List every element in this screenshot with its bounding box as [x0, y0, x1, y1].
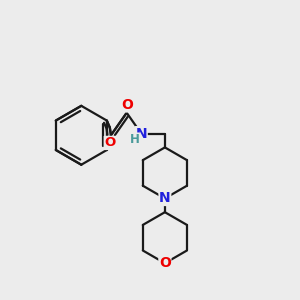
Text: O: O [104, 136, 116, 149]
Text: N: N [136, 127, 147, 141]
Text: H: H [130, 133, 140, 146]
Text: O: O [159, 256, 171, 270]
Text: O: O [121, 98, 133, 112]
Text: N: N [159, 191, 171, 206]
